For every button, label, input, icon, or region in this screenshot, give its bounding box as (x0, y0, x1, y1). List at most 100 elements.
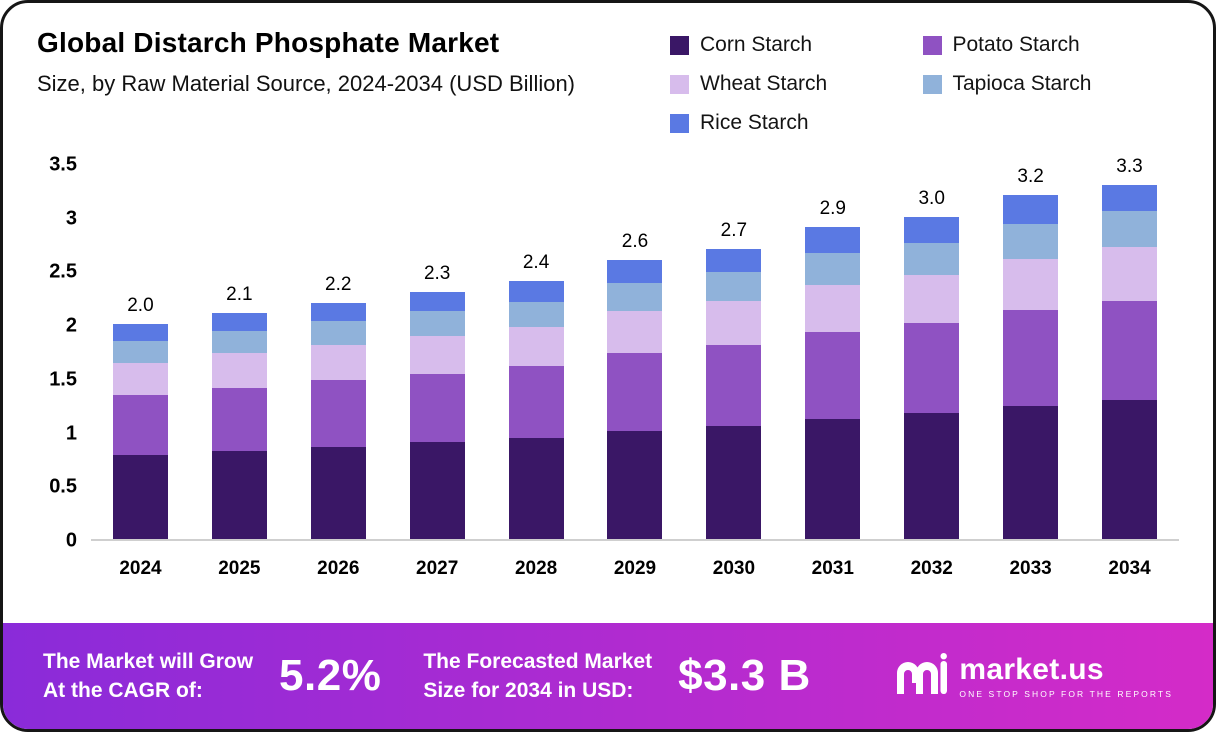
chart-subtitle: Size, by Raw Material Source, 2024-2034 … (37, 71, 576, 96)
bar-segment-wheat-starch (211, 353, 267, 388)
legend: Corn Starch Potato Starch Wheat Starch Tapi… (670, 27, 1175, 135)
bar-segment-potato-starch (112, 395, 168, 456)
x-axis-label: 2032 (910, 558, 953, 579)
bar-segment-potato-starch (904, 323, 960, 414)
bar-segment-potato-starch (1102, 300, 1158, 401)
bar-segment-corn-starch (409, 442, 465, 539)
bar-group-2029: 2.6 (586, 165, 685, 539)
stacked-bar (211, 313, 267, 539)
bar-segment-rice-starch (211, 313, 267, 331)
bar-segment-tapioca-starch (508, 301, 564, 328)
cagr-label: The Market will Grow At the CAGR of: (43, 647, 253, 706)
bar-segment-rice-starch (1102, 184, 1158, 212)
bar-segment-corn-starch (112, 455, 168, 539)
legend-item-corn-starch: Corn Starch (670, 33, 923, 57)
legend-swatch-wheat-starch (670, 74, 689, 94)
y-axis-tick-label: 0 (65, 529, 77, 552)
bar-group-2027: 2.3 (388, 165, 487, 539)
bar-segment-potato-starch (211, 387, 267, 451)
forecast-value: $3.3 B (678, 651, 811, 700)
banner: The Market will Grow At the CAGR of: 5.2… (3, 623, 1213, 729)
bar-total-label: 2.7 (720, 219, 748, 241)
bar-total-label: 2.1 (226, 284, 253, 306)
bar-group-2031: 2.9 (783, 165, 882, 539)
legend-label: Wheat Starch (700, 72, 828, 95)
y-axis-tick-label: 3 (65, 207, 77, 230)
legend-item-rice-starch: Rice Starch (670, 111, 923, 135)
y-axis: 3.5 3 2.5 2 1.5 1 0.5 0 (33, 154, 91, 552)
forecast-label-line2: Size for 2034 in USD: (423, 679, 634, 702)
legend-label: Tapioca Starch (952, 72, 1092, 95)
bar-segment-corn-starch (805, 418, 861, 539)
legend-item-wheat-starch: Wheat Starch (670, 72, 923, 96)
legend-item-tapioca-starch: Tapioca Starch (922, 72, 1176, 96)
bar-segment-wheat-starch (310, 344, 366, 381)
bar-segment-tapioca-starch (211, 330, 267, 354)
bar-segment-corn-starch (1102, 400, 1158, 539)
bar-group-2026: 2.2 (289, 165, 388, 539)
chart-inner: 3.5 3 2.5 2 1.5 1 0.5 0 2.0 2.1 2.2 2.3 2.4 2.6 2.7 2.… (33, 154, 1179, 552)
y-axis-tick-label: 2 (65, 314, 77, 337)
bar-segment-wheat-starch (508, 327, 564, 367)
bar-segment-potato-starch (310, 380, 366, 447)
bar-group-2030: 2.7 (684, 165, 783, 539)
bar-segment-tapioca-starch (1003, 224, 1059, 259)
legend-item-potato-starch: Potato Starch (922, 33, 1176, 57)
legend-swatch-tapioca-starch (922, 74, 942, 94)
y-axis-tick-label: 0.5 (49, 475, 77, 498)
bar-segment-wheat-starch (904, 274, 960, 324)
stacked-bar (1102, 184, 1158, 539)
stacked-bar (310, 302, 366, 539)
bar-group-2032: 3.0 (882, 165, 981, 539)
bar-segment-tapioca-starch (310, 320, 366, 345)
bar-group-2033: 3.2 (981, 165, 1080, 539)
bar-total-label: 2.0 (127, 295, 154, 317)
y-axis-tick-label: 3.5 (49, 153, 77, 176)
y-axis-tick-label: 1 (65, 422, 77, 445)
bar-total-label: 2.3 (423, 262, 451, 284)
x-axis-label: 2031 (811, 558, 854, 579)
x-axis-label: 2033 (1009, 558, 1052, 579)
stacked-bar (706, 248, 762, 539)
brand-block: market.us ONE STOP SHOP FOR THE REPORTS (895, 652, 1173, 700)
bar-segment-wheat-starch (1003, 258, 1059, 311)
marketus-logo-icon (895, 652, 948, 700)
y-axis-tick-label: 1.5 (49, 368, 77, 391)
bar-segment-wheat-starch (112, 362, 168, 396)
bar-total-label: 3.2 (1017, 166, 1044, 188)
legend-label: Corn Starch (700, 33, 813, 56)
bar-segment-rice-starch (310, 302, 366, 321)
bar-segment-rice-starch (904, 216, 960, 243)
x-axis-label: 2030 (712, 558, 756, 579)
stacked-bar (607, 259, 663, 539)
chart-area: 3.5 3 2.5 2 1.5 1 0.5 0 2.0 2.1 2.2 2.3 2.4 2.6 2.7 2.… (3, 135, 1213, 623)
bar-segment-tapioca-starch (706, 271, 762, 301)
bar-group-2028: 2.4 (487, 165, 586, 539)
bar-segment-corn-starch (211, 450, 267, 539)
bar-segment-wheat-starch (409, 335, 465, 374)
bar-segment-wheat-starch (805, 285, 861, 332)
x-axis-label: 2029 (613, 558, 657, 579)
stacked-bar (112, 324, 168, 539)
bar-total-label: 2.4 (522, 252, 550, 274)
x-axis-label: 2024 (119, 558, 162, 579)
bar-segment-wheat-starch (607, 311, 663, 354)
bar-segment-wheat-starch (1102, 246, 1158, 301)
bar-total-label: 2.2 (325, 273, 352, 295)
forecast-label: The Forecasted Market Size for 2034 in U… (423, 647, 652, 706)
plot-area: 2.0 2.1 2.2 2.3 2.4 2.6 2.7 2.9 3.0 3.2 3.3 (91, 156, 1179, 541)
bar-segment-corn-starch (1003, 405, 1059, 539)
bar-segment-tapioca-starch (805, 253, 861, 286)
bar-segment-rice-starch (607, 259, 663, 284)
bar-segment-tapioca-starch (607, 283, 663, 312)
brand-text: market.us ONE STOP SHOP FOR THE REPORTS (959, 653, 1173, 699)
x-axis-label: 2026 (317, 558, 360, 579)
bar-segment-rice-starch (706, 248, 762, 272)
bar-group-2024: 2.0 (91, 165, 190, 539)
x-axis-label: 2027 (416, 558, 459, 579)
forecast-label-line1: The Forecasted Market (423, 649, 653, 673)
bar-segment-corn-starch (904, 413, 960, 539)
bar-segment-potato-starch (805, 331, 861, 419)
bar-total-label: 2.9 (819, 198, 846, 220)
stacked-bar (805, 227, 861, 539)
